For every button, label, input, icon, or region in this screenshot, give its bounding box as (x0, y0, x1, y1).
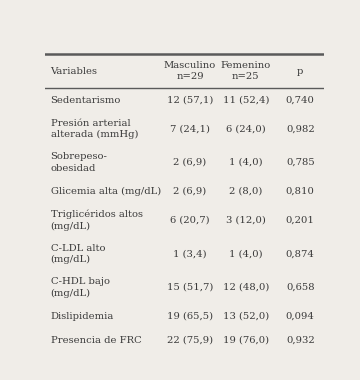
Text: 13 (52,0): 13 (52,0) (223, 312, 269, 321)
Text: Triglicéridos altos
(mg/dL): Triglicéridos altos (mg/dL) (50, 210, 143, 231)
Text: 0,658: 0,658 (286, 283, 315, 292)
Text: Variables: Variables (50, 67, 98, 76)
Text: p: p (297, 67, 303, 76)
Text: 19 (65,5): 19 (65,5) (167, 312, 213, 321)
Text: 1 (3,4): 1 (3,4) (173, 249, 207, 258)
Text: 12 (57,1): 12 (57,1) (167, 95, 213, 104)
Text: C-LDL alto
(mg/dL): C-LDL alto (mg/dL) (50, 244, 105, 264)
Text: Presión arterial
alterada (mmHg): Presión arterial alterada (mmHg) (50, 119, 138, 139)
Text: 3 (12,0): 3 (12,0) (226, 215, 266, 225)
Text: 12 (48,0): 12 (48,0) (223, 283, 269, 292)
Text: 0,874: 0,874 (286, 249, 315, 258)
Text: 0,982: 0,982 (286, 124, 315, 133)
Text: 2 (8,0): 2 (8,0) (229, 187, 262, 196)
Text: Dislipidemia: Dislipidemia (50, 312, 114, 321)
Text: Femenino
n=25: Femenino n=25 (221, 61, 271, 81)
Text: 0,932: 0,932 (286, 336, 315, 345)
Text: 2 (6,9): 2 (6,9) (174, 158, 207, 167)
Text: 0,201: 0,201 (286, 215, 315, 225)
Text: 22 (75,9): 22 (75,9) (167, 336, 213, 345)
Text: Sobrepeso-
obesidad: Sobrepeso- obesidad (50, 152, 107, 173)
Text: 19 (76,0): 19 (76,0) (223, 336, 269, 345)
Text: 0,785: 0,785 (286, 158, 315, 167)
Text: Sedentarismo: Sedentarismo (50, 95, 121, 104)
Text: C-HDL bajo
(mg/dL): C-HDL bajo (mg/dL) (50, 277, 109, 298)
Text: Presencia de FRC: Presencia de FRC (50, 336, 141, 345)
Text: 2 (6,9): 2 (6,9) (174, 187, 207, 196)
Text: 0,094: 0,094 (286, 312, 315, 321)
Text: 1 (4,0): 1 (4,0) (229, 249, 263, 258)
Text: 0,740: 0,740 (286, 95, 315, 104)
Text: 0,810: 0,810 (286, 187, 315, 196)
Text: 15 (51,7): 15 (51,7) (167, 283, 213, 292)
Text: Masculino
n=29: Masculino n=29 (164, 61, 216, 81)
Text: 11 (52,4): 11 (52,4) (222, 95, 269, 104)
Text: Glicemia alta (mg/dL): Glicemia alta (mg/dL) (50, 187, 161, 196)
Text: 6 (24,0): 6 (24,0) (226, 124, 266, 133)
Text: 6 (20,7): 6 (20,7) (170, 215, 210, 225)
Text: 1 (4,0): 1 (4,0) (229, 158, 263, 167)
Text: 7 (24,1): 7 (24,1) (170, 124, 210, 133)
